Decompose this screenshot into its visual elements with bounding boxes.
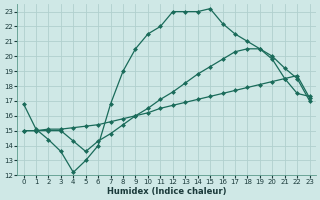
X-axis label: Humidex (Indice chaleur): Humidex (Indice chaleur) [107, 187, 226, 196]
